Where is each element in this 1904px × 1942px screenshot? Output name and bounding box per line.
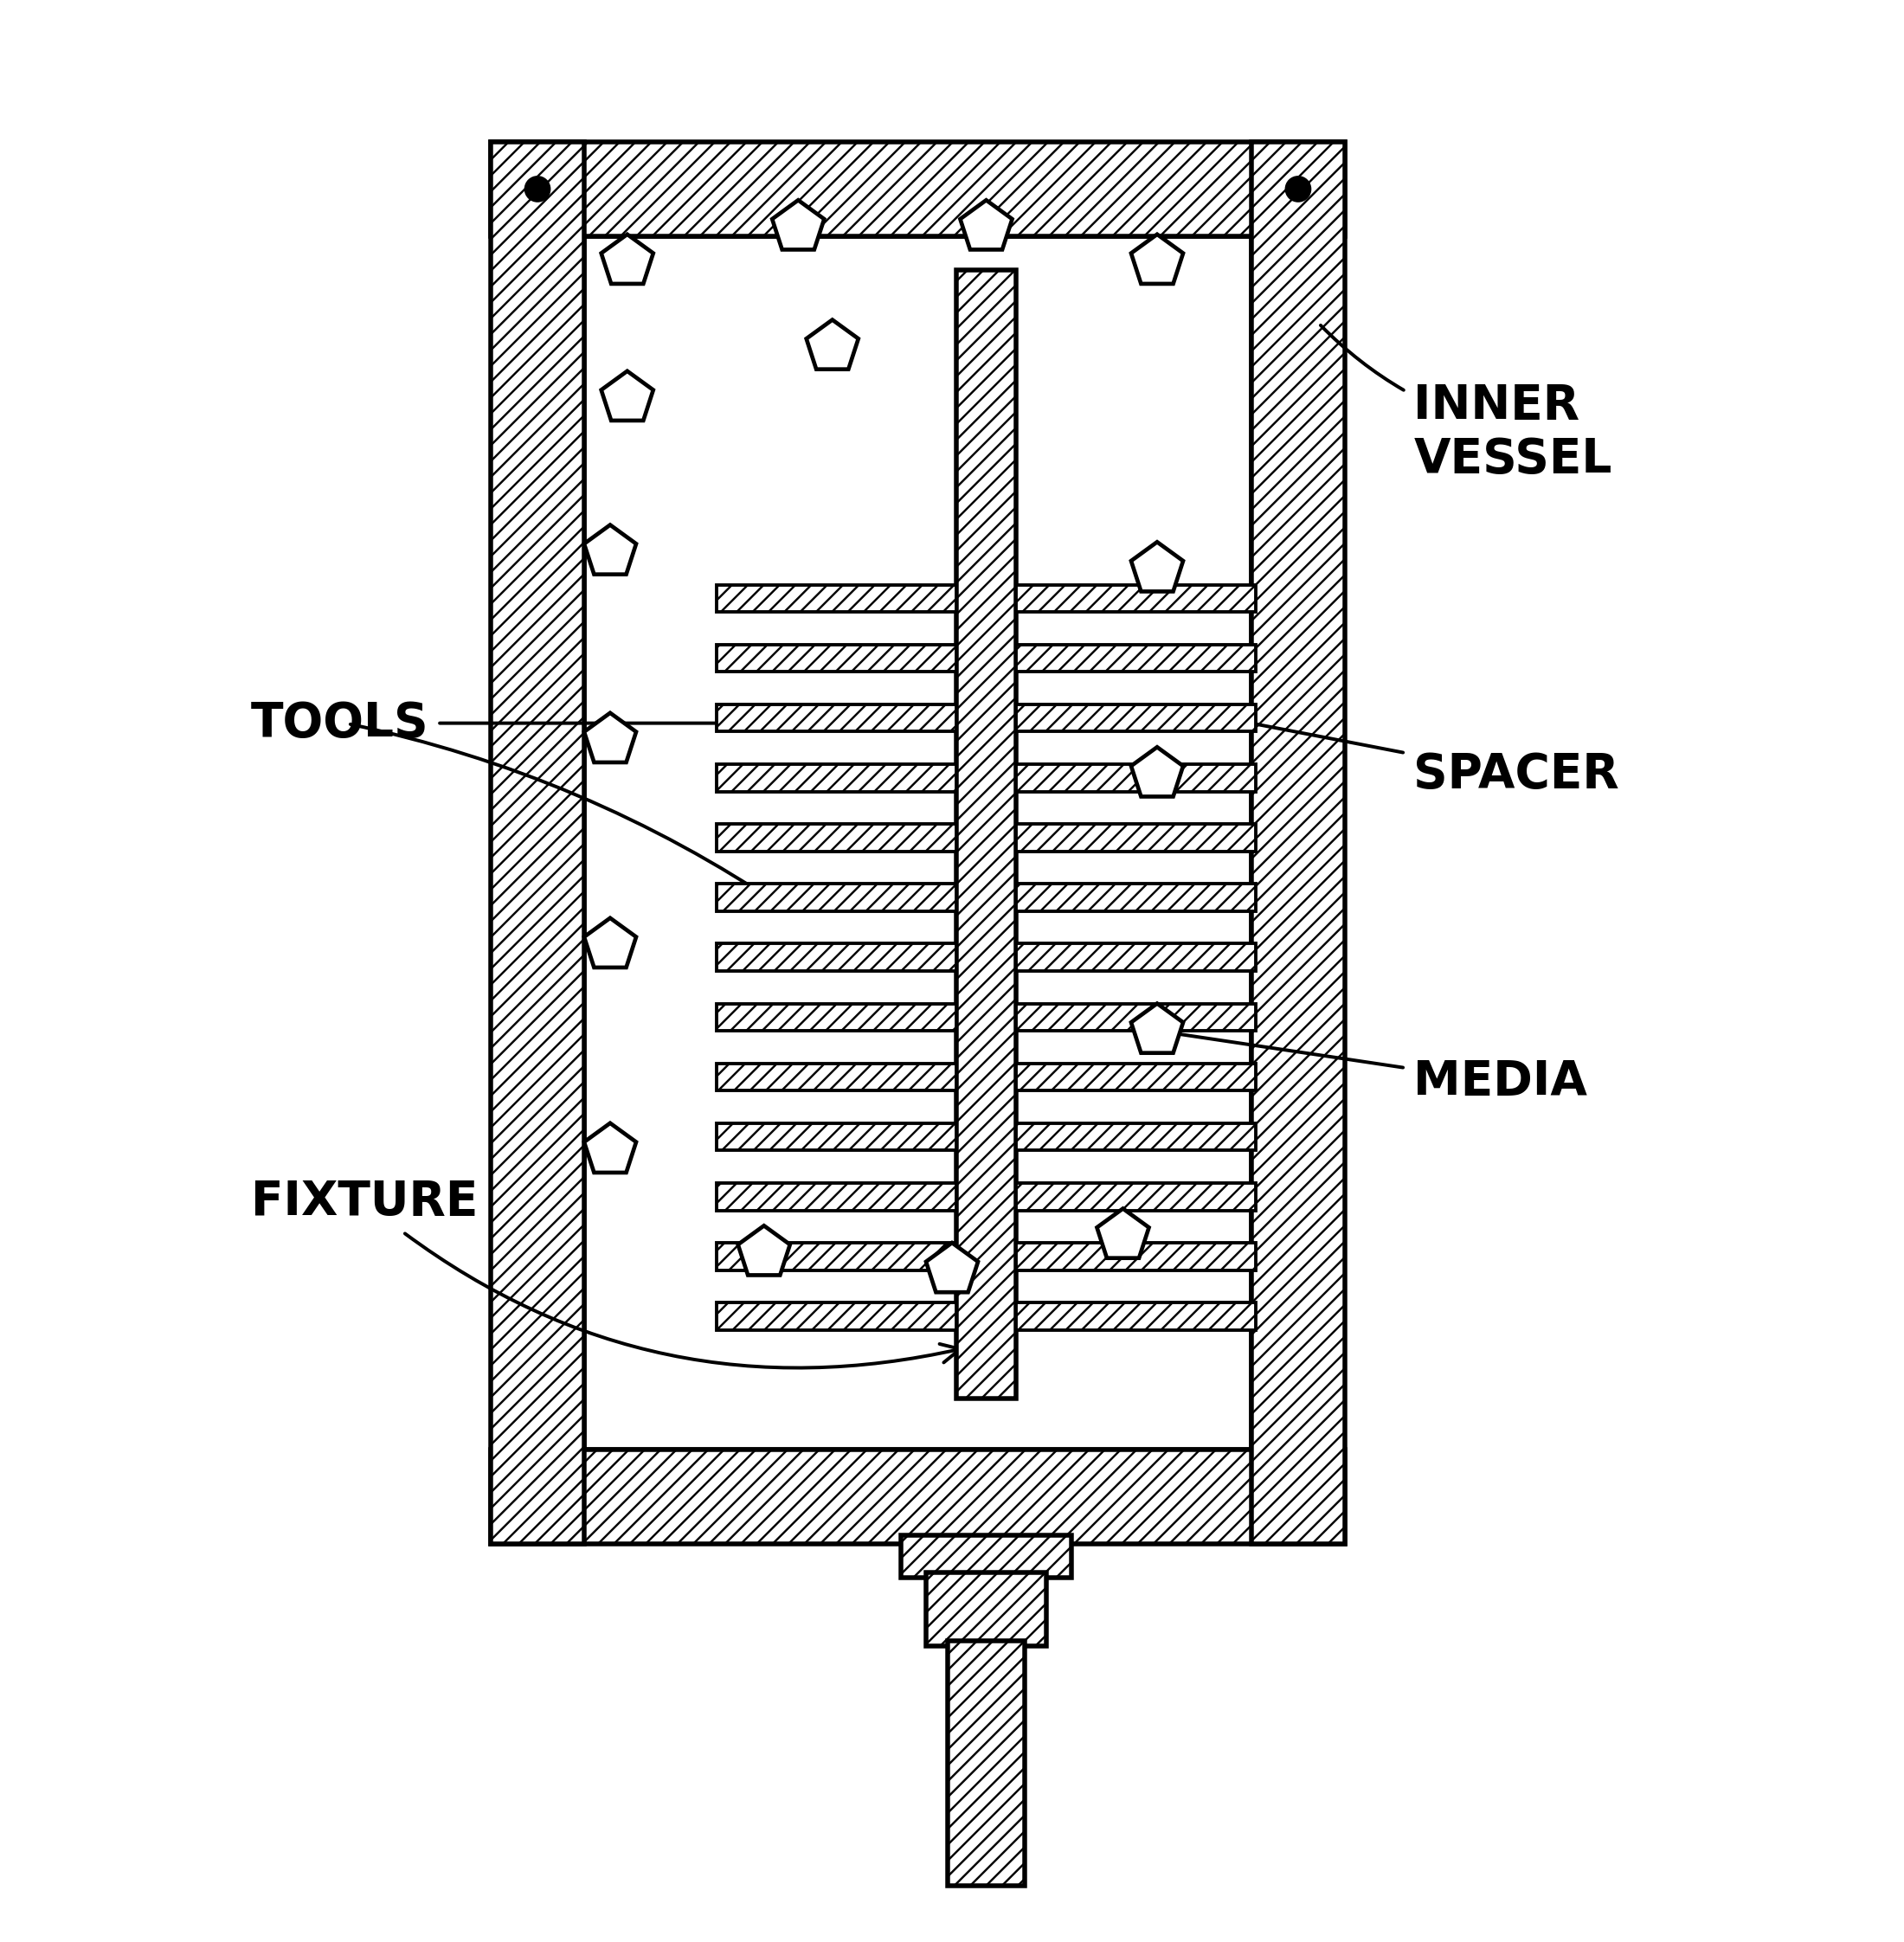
Text: SPACER: SPACER [1257, 724, 1618, 798]
Bar [491, 142, 1344, 237]
Circle shape [526, 177, 550, 200]
Bar [718, 645, 956, 672]
Bar [1017, 823, 1255, 851]
Text: FIXTURE: FIXTURE [251, 1179, 960, 1367]
Bar [718, 1122, 956, 1150]
Bar [718, 1243, 956, 1270]
Polygon shape [1131, 748, 1182, 796]
Bar [718, 944, 956, 971]
Circle shape [1287, 177, 1310, 200]
Text: TOOLS: TOOLS [251, 699, 783, 746]
Bar [1017, 765, 1255, 792]
Polygon shape [805, 320, 859, 369]
Bar [1017, 1004, 1255, 1031]
Polygon shape [1131, 235, 1182, 284]
Bar [1017, 645, 1255, 672]
Bar [1017, 884, 1255, 911]
Bar [901, 1534, 1072, 1577]
Polygon shape [585, 524, 636, 575]
Polygon shape [739, 1225, 790, 1276]
Bar [948, 1641, 1024, 1886]
Bar [718, 823, 956, 851]
Bar [927, 1573, 1045, 1647]
Bar [491, 1449, 1344, 1544]
Polygon shape [1131, 1004, 1182, 1053]
Bar [718, 1064, 956, 1091]
Polygon shape [960, 200, 1013, 251]
Bar [491, 142, 585, 1544]
Text: MEDIA: MEDIA [1161, 1031, 1588, 1105]
Bar [718, 585, 956, 612]
Bar [585, 237, 1251, 1449]
Polygon shape [773, 200, 824, 251]
Bar [1017, 1122, 1255, 1150]
Bar [718, 765, 956, 792]
Bar [1251, 142, 1344, 1544]
Bar [718, 1183, 956, 1210]
Bar [1017, 944, 1255, 971]
Bar [718, 705, 956, 732]
Polygon shape [925, 1243, 979, 1291]
Text: INNER
VESSEL: INNER VESSEL [1321, 326, 1613, 484]
Polygon shape [1097, 1208, 1148, 1258]
Bar [1017, 1183, 1255, 1210]
Polygon shape [585, 713, 636, 763]
Polygon shape [602, 235, 653, 284]
Polygon shape [602, 371, 653, 421]
Bar [1017, 1243, 1255, 1270]
Bar [1017, 705, 1255, 732]
Bar [718, 1004, 956, 1031]
Polygon shape [585, 1122, 636, 1173]
Polygon shape [585, 919, 636, 967]
Bar [1017, 1303, 1255, 1330]
Bar [956, 270, 1017, 1398]
Polygon shape [1131, 542, 1182, 592]
Bar [1017, 585, 1255, 612]
Bar [718, 884, 956, 911]
Bar [1017, 1064, 1255, 1091]
Bar [718, 1303, 956, 1330]
